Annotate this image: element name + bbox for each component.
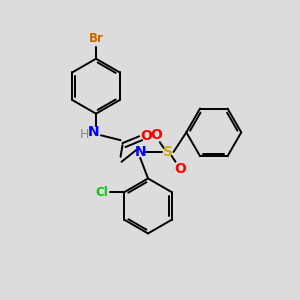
Text: O: O (150, 128, 162, 142)
Text: N: N (134, 145, 146, 159)
Text: H: H (80, 128, 89, 141)
Text: S: S (163, 145, 173, 159)
Text: O: O (140, 129, 152, 143)
Text: O: O (175, 162, 186, 176)
Text: N: N (88, 125, 100, 139)
Text: Cl: Cl (96, 186, 109, 199)
Text: Br: Br (88, 32, 104, 45)
